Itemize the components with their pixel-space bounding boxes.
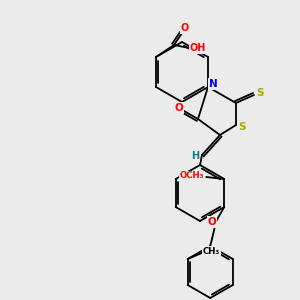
Text: S: S (256, 88, 264, 98)
Text: O: O (175, 103, 183, 113)
Text: N: N (208, 79, 217, 89)
Text: O: O (181, 23, 189, 33)
Text: CH₃: CH₃ (203, 247, 220, 256)
Text: O: O (208, 217, 217, 227)
Text: OH: OH (190, 43, 206, 53)
Text: H: H (191, 151, 199, 161)
Text: OCH₃: OCH₃ (180, 172, 205, 181)
Text: S: S (238, 122, 246, 132)
